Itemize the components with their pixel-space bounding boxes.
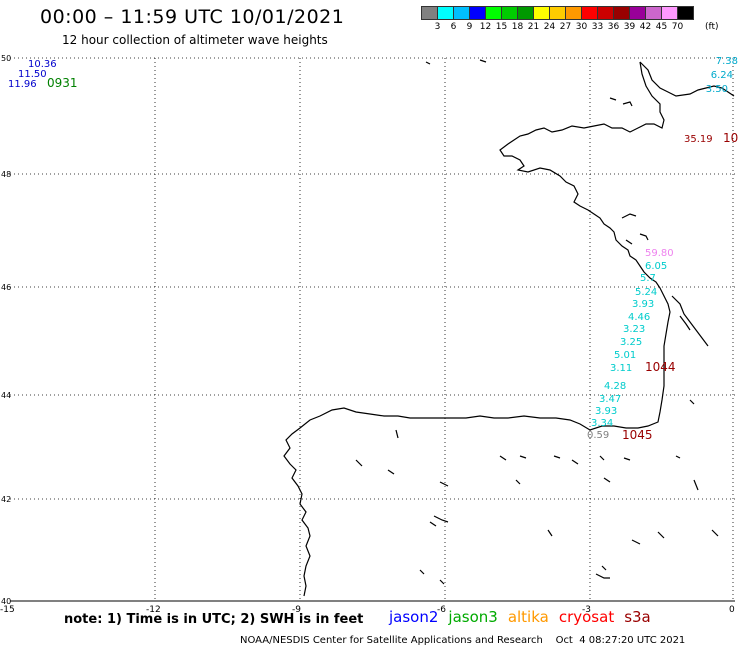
mission-label-altika: altika xyxy=(507,608,549,626)
map-subtitle: 12 hour collection of altimeter wave hei… xyxy=(62,33,328,47)
wave-height-value: 3.50 xyxy=(706,84,728,95)
mission-label-jason2: jason2 xyxy=(389,608,439,626)
legend-label: 39 xyxy=(623,22,636,32)
legend-label: 27 xyxy=(559,22,572,32)
lat-label-50: 50 xyxy=(1,54,11,63)
wave-height-value: 1044 xyxy=(645,360,676,374)
lon-label-9w: -9 xyxy=(292,605,301,615)
lon-label-15w: -15 xyxy=(0,605,15,615)
legend-label: 33 xyxy=(591,22,604,32)
lat-label-40: 40 xyxy=(1,597,11,606)
wave-height-value: 3.47 xyxy=(599,394,621,405)
wave-height-value: 35.19 xyxy=(684,134,713,145)
wave-height-value: 3.93 xyxy=(632,299,654,310)
lat-label-44: 44 xyxy=(1,391,11,400)
lon-label-12w: -12 xyxy=(146,605,161,615)
legend-swatch xyxy=(677,6,694,20)
wave-height-value: 11.96 xyxy=(8,79,37,90)
lon-label-3w: -3 xyxy=(582,605,591,615)
legend-label: 12 xyxy=(479,22,492,32)
legend-label: 3 xyxy=(434,22,441,32)
mission-label-jason3: jason3 xyxy=(448,608,498,626)
footer-note: note: 1) Time is in UTC; 2) SWH is in fe… xyxy=(64,612,364,627)
legend-label: 42 xyxy=(639,22,652,32)
wave-height-value: 4.46 xyxy=(628,312,650,323)
mission-label-s3a: s3a xyxy=(624,608,651,626)
wave-height-value: 6.24 xyxy=(711,70,733,81)
wave-height-value: 3.23 xyxy=(623,324,645,335)
lat-label-46: 46 xyxy=(1,283,11,292)
wave-height-value: 1045 xyxy=(622,428,653,442)
wave-height-value: 0931 xyxy=(47,76,78,90)
lon-label-0: 0 xyxy=(729,605,735,615)
wave-height-value: 5.01 xyxy=(614,350,636,361)
coastline xyxy=(283,59,735,597)
legend-label: 30 xyxy=(575,22,588,32)
wave-height-value: 6.05 xyxy=(645,261,667,272)
lat-label-42: 42 xyxy=(1,495,11,504)
map-title: 00:00 – 11:59 UTC 10/01/2021 xyxy=(40,6,345,28)
legend-label: 6 xyxy=(450,22,457,32)
legend-label: 24 xyxy=(543,22,556,32)
wave-height-value: 3.34 xyxy=(591,418,613,429)
legend-label: 9 xyxy=(466,22,473,32)
lat-label-48: 48 xyxy=(1,170,11,179)
wave-height-value: 10 xyxy=(723,131,738,145)
color-scale-legend xyxy=(421,6,694,20)
legend-label: 18 xyxy=(511,22,524,32)
wave-height-value: 10.36 xyxy=(28,59,57,70)
wave-height-value: 59.80 xyxy=(645,248,674,259)
wave-height-value: 7.38 xyxy=(716,56,738,67)
wave-height-value: 3.11 xyxy=(610,363,632,374)
wave-height-value: 3.25 xyxy=(620,337,642,348)
wave-height-value: 0.59 xyxy=(587,430,609,441)
wave-height-value: 5.24 xyxy=(635,287,657,298)
credit-line: NOAA/NESDIS Center for Satellite Applica… xyxy=(240,635,686,646)
wave-height-value: 11.50 xyxy=(18,69,47,80)
legend-label: 15 xyxy=(495,22,508,32)
lon-label-6w: -6 xyxy=(437,605,446,615)
mission-legend: jason2 jason3 altika cryosat s3a xyxy=(389,608,661,626)
wave-height-value: 5.7 xyxy=(640,273,656,284)
legend-label: 21 xyxy=(527,22,540,32)
legend-label: 70 xyxy=(671,22,684,32)
wave-height-value: 4.28 xyxy=(604,381,626,392)
mission-label-cryosat: cryosat xyxy=(558,608,615,626)
wave-height-value: 3.93 xyxy=(595,406,617,417)
legend-label: 36 xyxy=(607,22,620,32)
grid-lines xyxy=(10,57,735,601)
legend-label: 45 xyxy=(655,22,668,32)
legend-unit: (ft) xyxy=(705,22,719,32)
